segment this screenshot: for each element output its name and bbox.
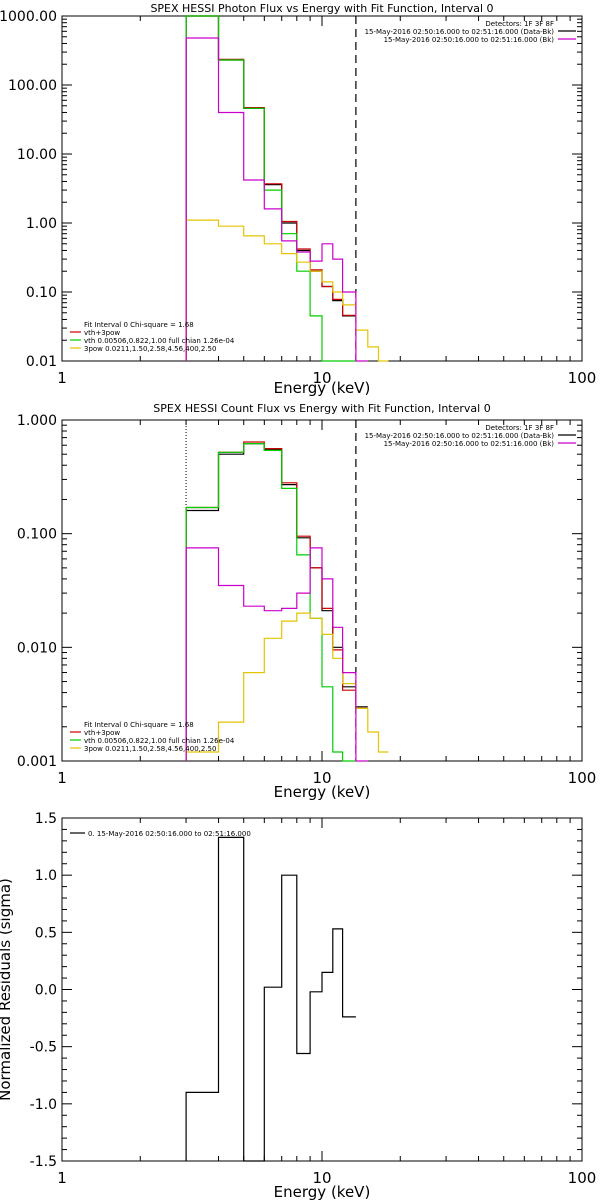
y-tick-label-resid: 0.5 <box>35 925 57 941</box>
legend-left-line-photon: Fit Interval 0 Chi-square = 1.68 <box>84 321 194 329</box>
legend-right-line-photon: 15-May-2016 02:50:16.000 to 02:51:16.000… <box>384 36 555 44</box>
x-axis-label-count: Energy (keV) <box>274 783 371 801</box>
legend-left-line-photon: 3pow 0.0211,1.50,2.58,4.56,400,2.50 <box>84 345 216 353</box>
y-tick-label-photon: 1000.00 <box>0 9 57 25</box>
legend-right-line-count: 15-May-2016 02:50:16.000 to 02:51:16.000… <box>384 440 555 448</box>
legend-left-line-count: vth+3pow <box>84 729 120 737</box>
series-photon-vth <box>185 15 356 362</box>
y-tick-label-photon: 100.00 <box>8 78 57 94</box>
series-count-bkg <box>185 547 368 762</box>
x-tick-label-resid: 1 <box>57 1169 67 1187</box>
y-tick-label-resid: 1.5 <box>35 811 57 827</box>
x-tick-label-resid: 10 <box>312 1169 331 1187</box>
legend-right-line-photon: Detectors: 1F 3F 8F <box>485 20 554 28</box>
plot-frame-photon <box>61 15 583 362</box>
legend-right-line-photon: 15-May-2016 02:50:16.000 to 02:51:16.000… <box>365 28 555 36</box>
y-tick-label-photon: 10.00 <box>17 147 57 163</box>
series-photon-data <box>185 15 356 361</box>
legend-left-line-photon: vth 0.00506,0.822,1.00 full chian 1.26e-… <box>84 337 235 345</box>
x-tick-label-count: 10 <box>312 769 331 787</box>
x-tick-label-photon: 1 <box>57 369 67 387</box>
y-tick-label-resid: 1.0 <box>35 868 57 884</box>
y-tick-label-photon: 0.01 <box>26 354 57 370</box>
x-tick-label-photon: 10 <box>312 369 331 387</box>
legend-left-line-resid: 0. 15-May-2016 02:50:16.000 to 02:51:16.… <box>88 830 251 838</box>
y-tick-label-resid: -0.5 <box>30 1040 57 1056</box>
x-tick-label-count: 100 <box>568 769 597 787</box>
chart-title-photon: SPEX HESSI Photon Flux vs Energy with Fi… <box>150 2 493 15</box>
y-tick-label-count: 0.010 <box>17 640 57 656</box>
series-count-data <box>185 443 368 761</box>
legend-left-line-count: Fit Interval 0 Chi-square = 1.68 <box>84 721 194 729</box>
series-photon-total <box>185 15 356 361</box>
y-axis-label-resid: Normalized Residuals (sigma) <box>0 878 14 1101</box>
x-tick-label-photon: 100 <box>568 369 597 387</box>
legend-left-line-count: 3pow 0.0211,1.50,2.58,4.56,400,2.50 <box>84 745 216 753</box>
series-count-spow <box>185 612 389 761</box>
y-tick-label-count: 0.100 <box>17 527 57 543</box>
y-tick-label-count: 1.000 <box>17 413 57 429</box>
series-resid-data <box>185 836 356 1162</box>
series-count-vth <box>185 443 356 762</box>
x-axis-label-resid: Energy (keV) <box>274 1183 371 1200</box>
x-axis-label-photon: Energy (keV) <box>274 379 371 397</box>
legend-left-line-count: vth 0.00506,0.822,1.00 full chian 1.26e-… <box>84 737 235 745</box>
legend-right-line-count: Detectors: 1F 3F 8F <box>485 424 554 432</box>
series-count-total <box>185 441 368 761</box>
x-tick-label-resid: 100 <box>568 1169 597 1187</box>
series-photon-spow <box>185 219 389 362</box>
legend-left-line-photon: vth+3pow <box>84 329 120 337</box>
y-tick-label-resid: 0.0 <box>35 983 57 999</box>
y-tick-label-photon: 0.10 <box>26 285 57 301</box>
y-tick-label-count: 0.001 <box>17 754 57 770</box>
y-tick-label-resid: -1.5 <box>30 1154 57 1170</box>
y-tick-label-resid: -1.0 <box>30 1097 57 1113</box>
chart-title-count: SPEX HESSI Count Flux vs Energy with Fit… <box>153 402 490 415</box>
series-photon-bkg <box>185 37 368 362</box>
legend-right-line-count: 15-May-2016 02:50:16.000 to 02:51:16.000… <box>365 432 555 440</box>
x-tick-label-count: 1 <box>57 769 67 787</box>
y-tick-label-photon: 1.00 <box>26 216 57 232</box>
